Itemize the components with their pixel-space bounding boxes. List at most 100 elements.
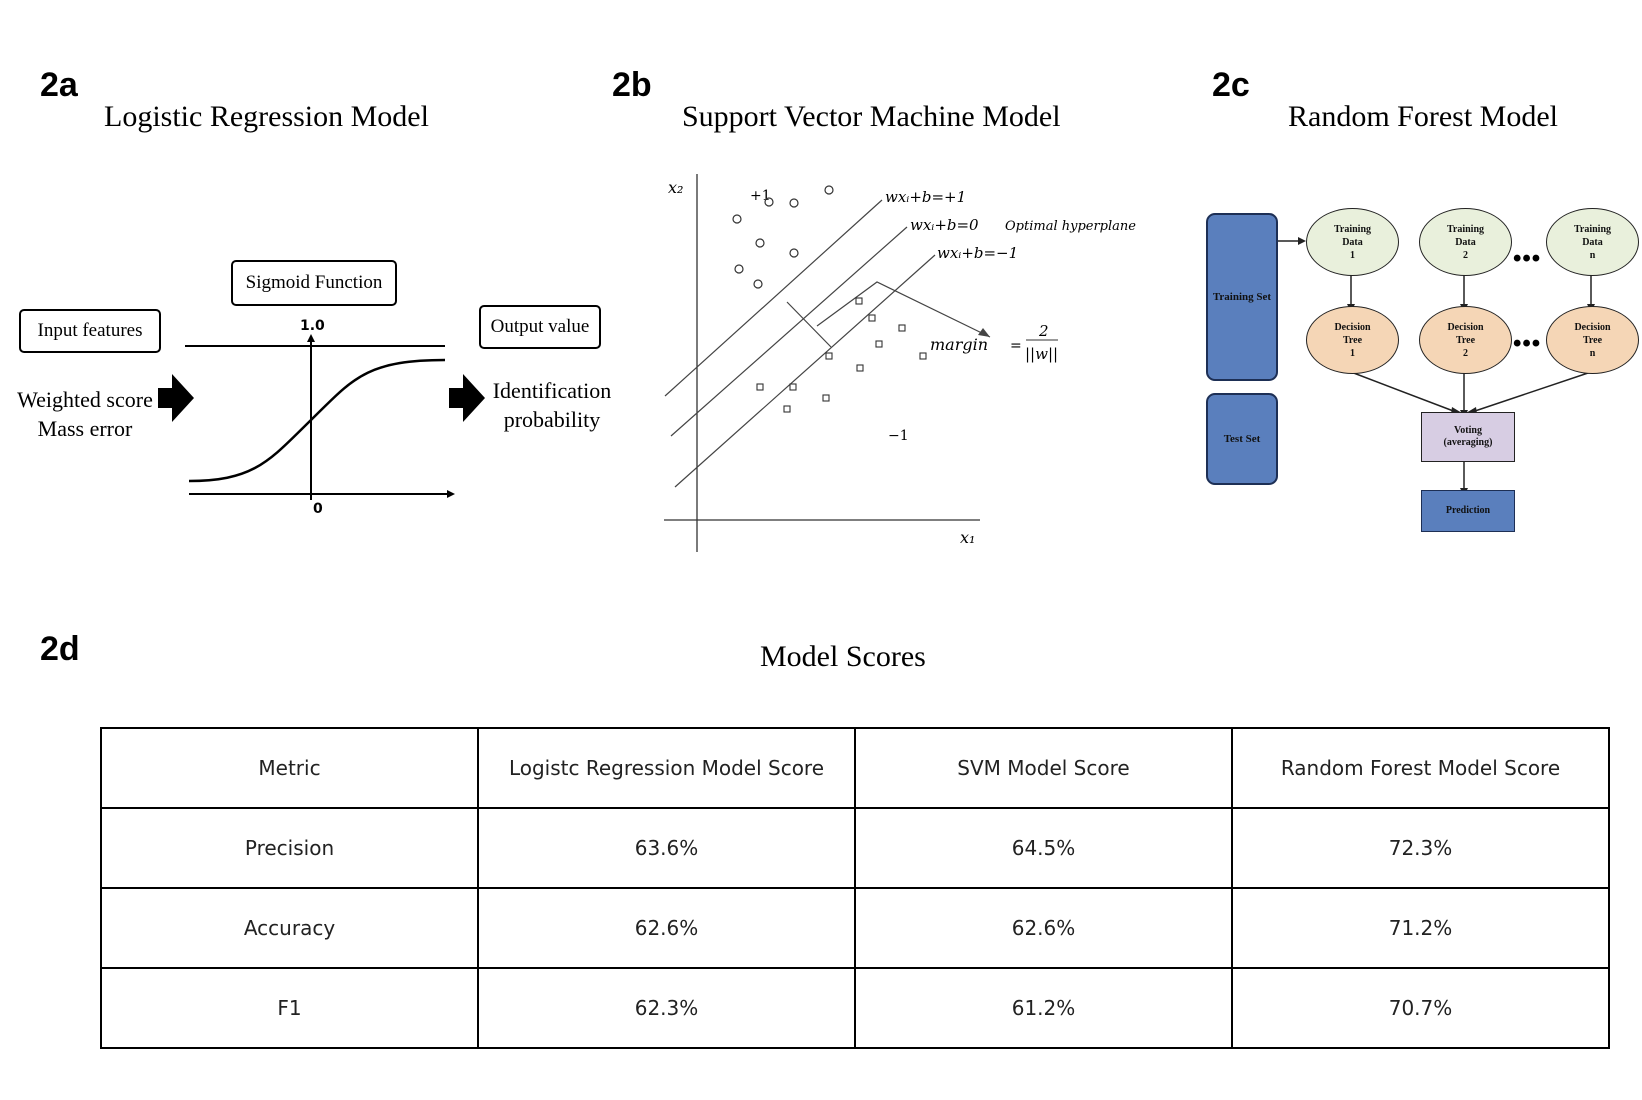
svm-square-point (783, 405, 791, 413)
rf-node-text: Tree (1342, 334, 1363, 346)
rf-training-data-n: Training Data n (1546, 208, 1639, 276)
panel-title-logistic: Logistic Regression Model (104, 100, 429, 133)
svm-circle-point (789, 198, 799, 208)
panel-label-2d: 2d (40, 630, 80, 668)
rf-test-set: Test Set (1206, 393, 1278, 485)
y-tick-1: 1.0 (300, 318, 325, 334)
panel-title-model-scores: Model Scores (760, 640, 926, 673)
svm-line-plus (664, 199, 883, 397)
table-row: Precision 63.6% 64.5% 72.3% (100, 807, 1610, 889)
rf-voting-text: (averaging) (1443, 437, 1493, 448)
panel-title-random-forest: Random Forest Model (1288, 100, 1558, 133)
output-arrow-icon (449, 374, 485, 422)
metric-cell: Accuracy (100, 887, 479, 969)
score-cell: 62.6% (854, 887, 1233, 969)
svm-square-point (868, 314, 876, 322)
input-description: Weighted score Mass error (10, 385, 160, 443)
table-row: F1 62.3% 61.2% 70.7% (100, 967, 1610, 1049)
rf-ellipsis-trees: ••• (1513, 330, 1542, 357)
svm-margin-arrowhead-icon (978, 328, 990, 337)
rf-node-text: n (1589, 249, 1596, 261)
rf-node-text: Training (1573, 223, 1612, 235)
svm-optimal-hyperplane: Optimal hyperplane (1005, 219, 1136, 234)
input-line-mass-error: Mass error (37, 416, 133, 441)
svm-circle-point (755, 238, 765, 248)
svm-negative-points (756, 297, 927, 413)
svm-margin-equals: = (1010, 338, 1022, 354)
rf-node-text: n (1589, 347, 1596, 359)
rf-node-text: Data (1342, 236, 1363, 248)
header-svm-score: SVM Model Score (854, 727, 1233, 809)
score-cell: 63.6% (477, 807, 856, 889)
rf-decision-tree-n: Decision Tree n (1546, 306, 1639, 374)
output-line-identification: Identification (492, 378, 612, 403)
svm-margin-denominator: ||w|| (1025, 345, 1058, 363)
rf-training-data-2: Training Data 2 (1419, 208, 1512, 276)
svm-line-minus (674, 254, 936, 488)
sigmoid-diagram: 1.0 0 (158, 318, 485, 517)
metric-cell: F1 (100, 967, 479, 1049)
sigmoid-function-box: Sigmoid Function (231, 260, 397, 306)
input-features-box: Input features (19, 309, 161, 353)
rf-voting-text: Voting (1454, 425, 1482, 436)
rf-arrowhead-icon (1298, 237, 1306, 245)
metric-cell: Precision (100, 807, 479, 889)
input-arrow-icon (158, 374, 194, 422)
model-scores-table: Metric Logistc Regression Model Score SV… (100, 727, 1610, 1049)
header-metric: Metric (100, 727, 479, 809)
x-axis-arrow-icon (447, 490, 455, 498)
x-tick-0: 0 (313, 501, 323, 517)
svm-square-point (856, 364, 864, 372)
score-cell: 71.2% (1231, 887, 1610, 969)
svm-square-point (822, 394, 830, 402)
svm-square-point (875, 340, 883, 348)
svm-margin-bar (786, 301, 832, 348)
table-row: Accuracy 62.6% 62.6% 71.2% (100, 887, 1610, 969)
svm-circle-point (734, 264, 744, 274)
svm-margin-numerator: 2 (1038, 322, 1049, 340)
rf-node-text: Decision (1574, 321, 1611, 333)
output-line-probability: probability (503, 407, 601, 432)
svm-square-point (898, 324, 906, 332)
rf-prediction-box: Prediction (1421, 490, 1515, 532)
svm-margin-label: margin (930, 335, 988, 354)
svm-square-point (855, 297, 863, 305)
rf-node-text: 2 (1462, 347, 1468, 359)
svm-line-zero (670, 226, 908, 437)
svm-square-point (756, 383, 764, 391)
svm-x1-label: x₁ (960, 528, 975, 547)
svm-square-point (919, 352, 927, 360)
svm-margin-pointer (816, 281, 991, 338)
rf-node-text: Data (1582, 236, 1603, 248)
panel-title-svm: Support Vector Machine Model (682, 100, 1061, 133)
svm-diagram: x₂ x₁ +1 −1 wxᵢ+b=+1 wxᵢ+b=0 Optimal hyp… (664, 174, 1136, 552)
score-cell: 64.5% (854, 807, 1233, 889)
sigmoid-curve (188, 358, 446, 483)
panel-label-2b: 2b (612, 66, 652, 104)
rf-node-text: Training (1446, 223, 1485, 235)
rf-training-set: Training Set (1206, 213, 1278, 381)
rf-node-text: Tree (1582, 334, 1603, 346)
score-cell: 62.3% (477, 967, 856, 1049)
rf-edge-tree-1-vote (1350, 371, 1457, 413)
rf-node-text: Decision (1447, 321, 1484, 333)
svm-eq-plus: wxᵢ+b=+1 (885, 188, 966, 206)
svm-circle-point (764, 197, 774, 207)
header-random-forest-score: Random Forest Model Score (1231, 727, 1610, 809)
rf-decision-tree-1: Decision Tree 1 (1306, 306, 1399, 374)
svm-eq-zero: wxᵢ+b=0 (910, 216, 979, 234)
score-cell: 62.6% (477, 887, 856, 969)
svm-circle-point (789, 248, 799, 258)
svm-circle-point (824, 185, 834, 195)
rf-decision-tree-2: Decision Tree 2 (1419, 306, 1512, 374)
svm-square-point (825, 352, 833, 360)
rf-edge-tree-n-vote (1471, 371, 1592, 413)
rf-node-text: Data (1455, 236, 1476, 248)
score-cell: 61.2% (854, 967, 1233, 1049)
svm-circle-point (753, 279, 763, 289)
rf-voting-box: Voting (averaging) (1421, 412, 1515, 462)
y-axis-arrow-icon (307, 334, 315, 342)
svm-x2-label: x₂ (668, 178, 683, 197)
table-header-row: Metric Logistc Regression Model Score SV… (100, 727, 1610, 809)
svm-circle-point (732, 214, 742, 224)
